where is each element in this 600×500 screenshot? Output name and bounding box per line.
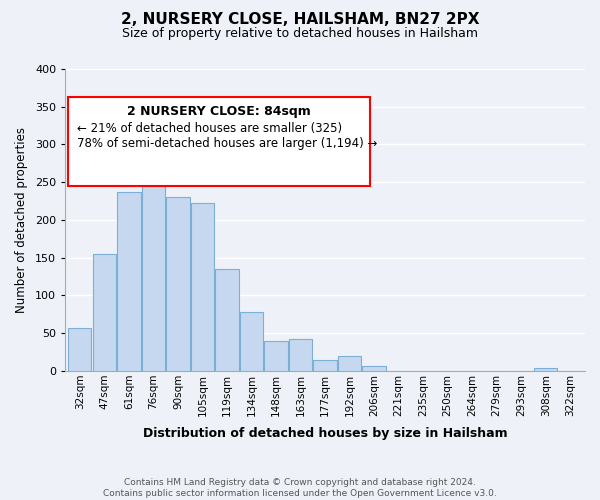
Bar [68,328,91,371]
Bar [534,368,557,371]
Text: ← 21% of detached houses are smaller (325): ← 21% of detached houses are smaller (32… [77,122,342,134]
Bar [166,198,190,371]
Bar [240,312,263,371]
Bar [313,360,337,371]
Bar [92,254,116,371]
Bar [142,137,165,371]
Text: 2 NURSERY CLOSE: 84sqm: 2 NURSERY CLOSE: 84sqm [127,105,311,118]
Bar [289,340,312,371]
Text: 2, NURSERY CLOSE, HAILSHAM, BN27 2PX: 2, NURSERY CLOSE, HAILSHAM, BN27 2PX [121,12,479,28]
Bar [215,269,239,371]
Text: Size of property relative to detached houses in Hailsham: Size of property relative to detached ho… [122,28,478,40]
Bar [338,356,361,371]
X-axis label: Distribution of detached houses by size in Hailsham: Distribution of detached houses by size … [143,427,508,440]
Bar [362,366,386,371]
Text: 78% of semi-detached houses are larger (1,194) →: 78% of semi-detached houses are larger (… [77,136,377,149]
Bar [117,192,140,371]
Bar [191,202,214,371]
Text: Contains HM Land Registry data © Crown copyright and database right 2024.
Contai: Contains HM Land Registry data © Crown c… [103,478,497,498]
Y-axis label: Number of detached properties: Number of detached properties [15,127,28,313]
Bar [265,341,287,371]
